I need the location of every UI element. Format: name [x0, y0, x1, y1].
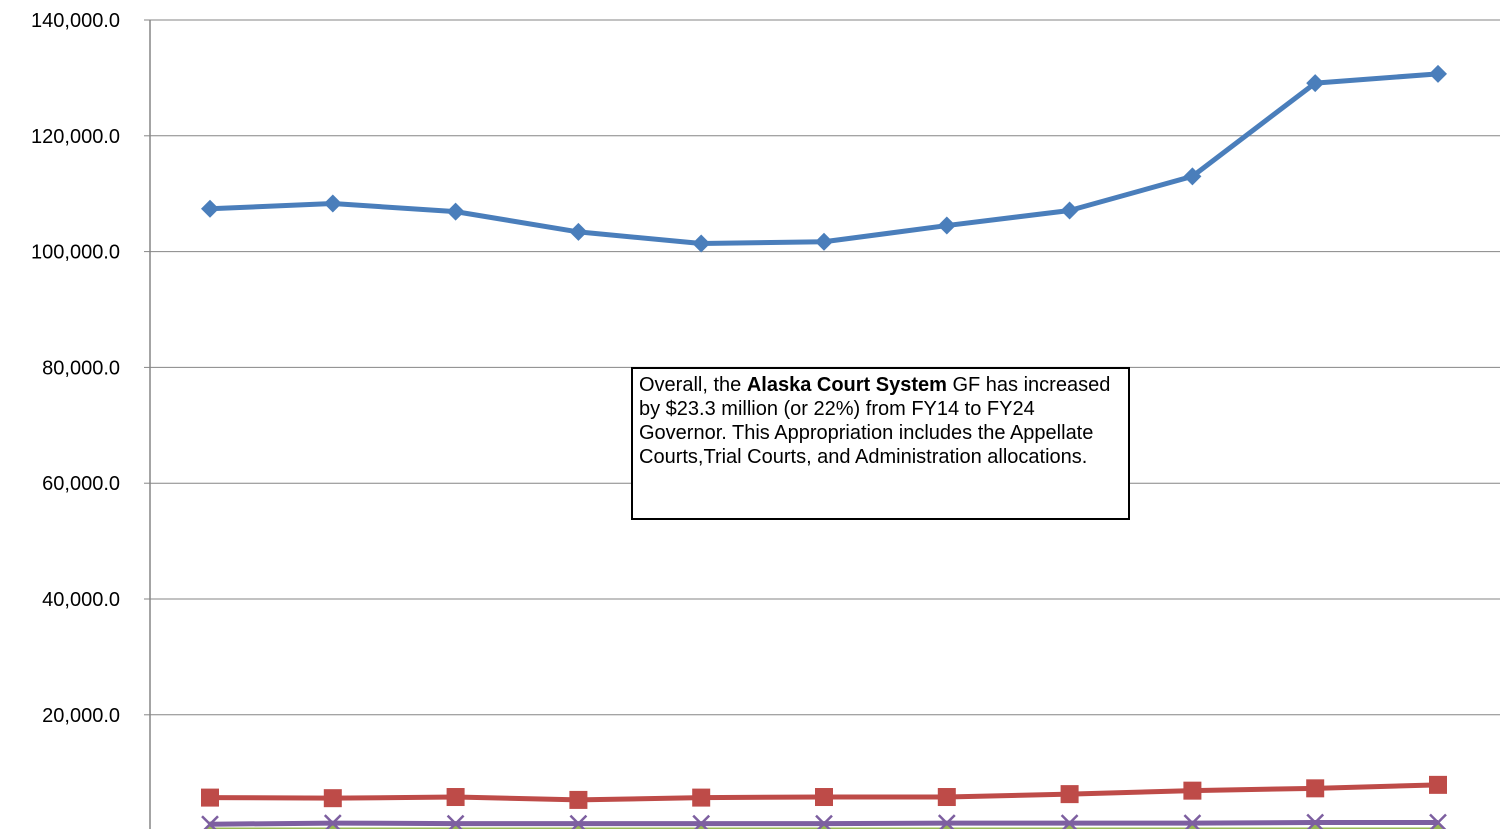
data-point [201, 788, 219, 807]
data-point [323, 789, 342, 808]
data-point [201, 199, 219, 218]
series-line [209, 71, 1439, 246]
y-tick-label: 20,000.0 [42, 705, 120, 727]
data-point [1183, 814, 1202, 829]
data-point [1306, 779, 1325, 798]
data-point [937, 814, 956, 829]
series-2 [201, 775, 1447, 809]
data-point [1429, 775, 1447, 794]
data-point [1183, 781, 1202, 800]
data-point [569, 790, 588, 809]
data-point [446, 202, 465, 221]
data-point [323, 194, 342, 213]
data-point [1060, 814, 1079, 829]
annotation-suffix: GF has increased by $23.3 million (or 22… [639, 374, 1111, 468]
annotation-box: Overall, the Alaska Court System GF has … [631, 367, 1130, 520]
y-tick-label: 80,000.0 [42, 357, 120, 379]
y-axis-ticks: 20,000.0 40,000.0 60,000.0 80,000.0 100,000.… [31, 10, 150, 727]
y-tick-label: 60,000.0 [42, 473, 120, 495]
data-point [1060, 785, 1079, 804]
y-tick-label: 40,000.0 [42, 589, 120, 611]
data-point [1306, 813, 1325, 829]
data-point [1306, 74, 1325, 93]
y-tick-label: 120,000.0 [31, 126, 120, 148]
data-point [937, 216, 956, 235]
annotation-bold: Alaska Court System [746, 374, 947, 396]
data-point [323, 814, 342, 829]
data-point [692, 788, 711, 807]
series-1 [201, 64, 1447, 253]
y-tick-label: 140,000.0 [31, 10, 120, 32]
data-point [1429, 64, 1447, 83]
annotation-prefix: Overall, the [639, 374, 747, 396]
y-tick-label: 100,000.0 [31, 242, 120, 264]
data-point [692, 234, 711, 253]
data-point [201, 815, 219, 829]
data-point [1310, 821, 1320, 829]
data-point [446, 788, 465, 807]
data-point [815, 232, 833, 251]
series-group [201, 64, 1447, 829]
data-point [1060, 201, 1079, 220]
data-point [569, 222, 588, 241]
data-point [815, 788, 833, 807]
data-point [1183, 167, 1202, 186]
data-point [1433, 821, 1443, 829]
data-point [1429, 813, 1447, 829]
data-point [937, 788, 956, 807]
